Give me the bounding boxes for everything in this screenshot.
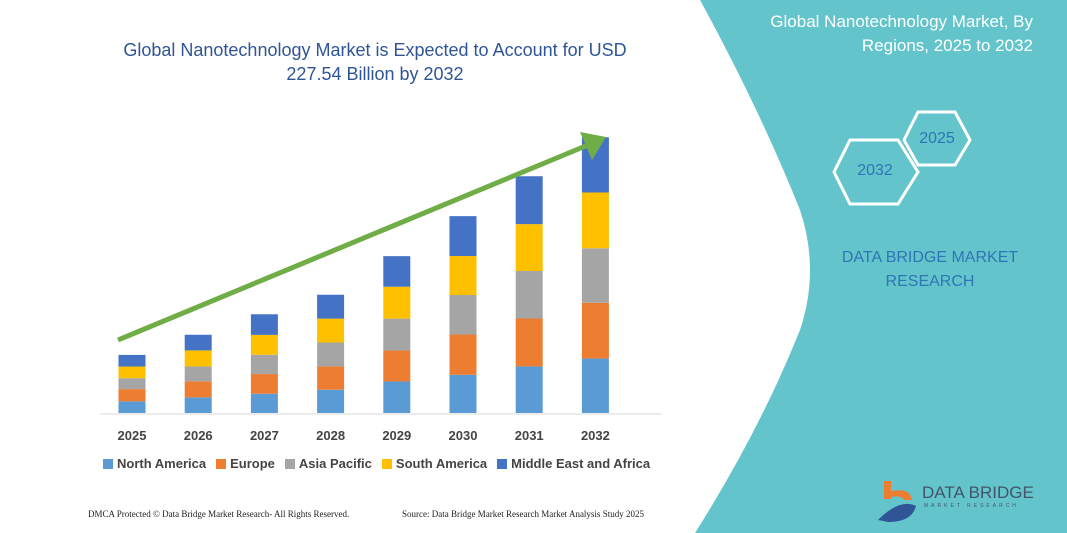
bar-segment-south-america-2025 [118, 366, 146, 379]
bar-segment-europe-2030 [449, 334, 477, 375]
teal-side-panel [695, 0, 1067, 533]
legend-label: North America [117, 456, 207, 471]
x-tick-label: 2031 [515, 428, 544, 443]
legend-item-asia-pacific: Asia Pacific [284, 456, 372, 471]
bar-segment-middle-east-and-africa-2031 [515, 176, 543, 225]
hex-2032-label: 2032 [857, 162, 893, 179]
bar-segment-south-america-2026 [184, 350, 212, 367]
bar-segment-north-america-2030 [449, 374, 477, 413]
brand-text: DATA BRIDGE MARKET RESEARCH [841, 249, 1019, 290]
bar-segment-asia-pacific-2026 [184, 366, 212, 382]
bar-segment-asia-pacific-2029 [383, 318, 411, 351]
bar-segment-middle-east-and-africa-2025 [118, 354, 146, 367]
bar-segment-middle-east-and-africa-2026 [184, 334, 212, 351]
bar-segment-asia-pacific-2031 [515, 270, 543, 319]
trend-arrow-head [580, 132, 606, 160]
bar-segment-europe-2025 [118, 389, 146, 402]
side-panel-title: Global Nanotechnology Market, By Regions… [770, 12, 1033, 55]
bar-segment-asia-pacific-2025 [118, 378, 146, 390]
bar-segment-asia-pacific-2027 [250, 354, 278, 375]
bar-segment-north-america-2029 [383, 381, 411, 413]
x-tick-label: 2030 [449, 428, 478, 443]
bar-segment-europe-2028 [317, 366, 345, 390]
bar-segment-europe-2027 [250, 374, 278, 394]
legend-swatch [103, 458, 113, 469]
x-tick-label: 2028 [316, 428, 345, 443]
bar-segment-asia-pacific-2028 [317, 342, 345, 367]
bar-segment-europe-2026 [184, 381, 212, 398]
footer-source: Source: Data Bridge Market Research Mark… [402, 509, 644, 519]
logo-subtext: MARKET RESEARCH [924, 503, 1019, 509]
bar-segment-europe-2032 [581, 302, 609, 359]
legend-label: South America [395, 456, 488, 471]
legend-item-europe: Europe [216, 456, 275, 471]
legend-label: Asia Pacific [298, 456, 372, 471]
bar-segment-north-america-2032 [581, 358, 609, 413]
bar-segment-south-america-2030 [449, 256, 477, 295]
legend-swatch [497, 458, 508, 469]
legend-item-south-america: South America [381, 456, 488, 471]
bar-segment-europe-2029 [383, 350, 411, 382]
bar-segment-north-america-2025 [118, 401, 146, 413]
bar-segment-middle-east-and-africa-2027 [250, 314, 278, 335]
x-tick-label: 2027 [250, 428, 279, 443]
x-ticks-group: 2025 2026 2027 2028 2029 2030 2031 2032 [118, 428, 610, 443]
bar-segment-europe-2031 [515, 318, 543, 367]
legend-swatch [381, 458, 392, 469]
bar-segment-asia-pacific-2030 [449, 294, 477, 335]
bar-segment-north-america-2028 [317, 389, 345, 413]
bar-segment-middle-east-and-africa-2028 [317, 294, 345, 319]
hex-2032-outline [832, 138, 920, 206]
logo-text: DATA BRIDGE [922, 483, 1034, 502]
legend-label: Middle East and Africa [511, 456, 651, 471]
x-tick-label: 2032 [581, 428, 610, 443]
bar-segment-north-america-2027 [250, 393, 278, 413]
legend-swatch [284, 458, 295, 469]
bar-segment-middle-east-and-africa-2030 [449, 216, 477, 257]
bar-segment-south-america-2029 [383, 286, 411, 319]
hex-2025-label: 2025 [919, 130, 955, 147]
bar-segment-south-america-2032 [581, 192, 609, 249]
bar-segment-north-america-2026 [184, 397, 212, 413]
bar-segment-south-america-2027 [250, 334, 278, 355]
x-tick-label: 2026 [184, 428, 213, 443]
legend: North America Europe Asia Pacific South … [103, 456, 650, 471]
legend-item-north-america: North America [103, 456, 206, 471]
bar-segment-south-america-2031 [515, 224, 543, 271]
footer-copyright: DMCA Protected © Data Bridge Market Rese… [88, 509, 350, 519]
bar-segment-south-america-2028 [317, 318, 345, 343]
trend-arrow-line [117, 142, 589, 343]
bar-segment-north-america-2031 [515, 366, 543, 413]
x-tick-label: 2025 [118, 428, 147, 443]
chart-title: Global Nanotechnology Market is Expected… [123, 40, 627, 84]
legend-item-middle-east-africa: Middle East and Africa [497, 456, 650, 471]
legend-swatch [216, 458, 227, 469]
hex-2025-outline [902, 110, 972, 167]
bar-segment-middle-east-and-africa-2029 [383, 256, 411, 287]
bar-segment-asia-pacific-2032 [581, 248, 609, 303]
x-tick-label: 2029 [382, 428, 411, 443]
bars-group [118, 137, 609, 413]
legend-label: Europe [230, 456, 275, 471]
logo-icon [878, 481, 916, 522]
